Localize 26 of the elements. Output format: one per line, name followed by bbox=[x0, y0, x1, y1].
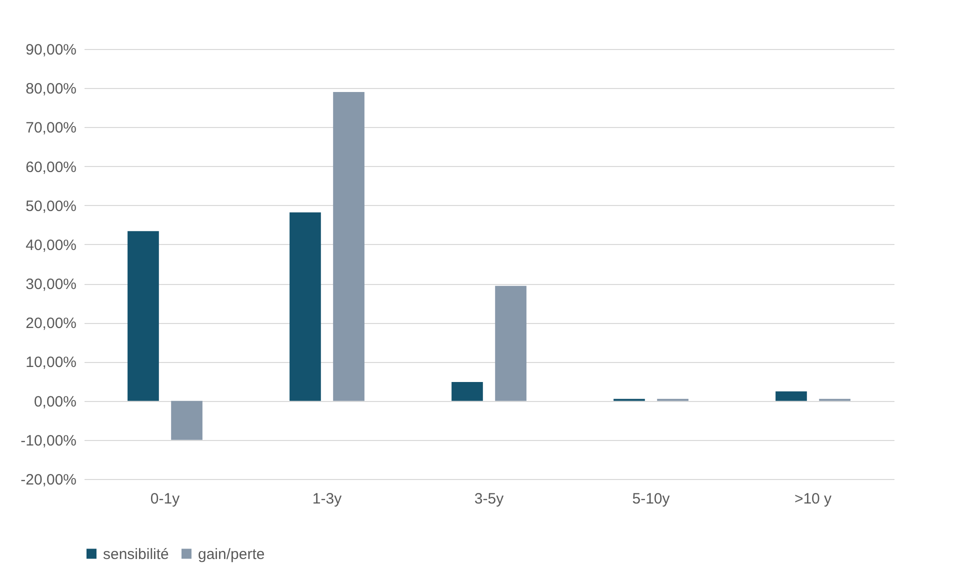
y-tick-label: -20,00% bbox=[20, 472, 76, 488]
bar bbox=[290, 212, 321, 401]
bar bbox=[776, 391, 807, 401]
legend-label: gain/perte bbox=[198, 546, 265, 563]
bar bbox=[495, 286, 526, 401]
bar bbox=[333, 92, 364, 401]
y-tick-label: 70,00% bbox=[26, 120, 76, 137]
bar bbox=[452, 382, 483, 401]
y-tick-label: 30,00% bbox=[26, 276, 76, 294]
y-tick-label: 20,00% bbox=[26, 315, 76, 332]
y-tick-label: -10,00% bbox=[20, 432, 76, 450]
y-tick-label: 90,00% bbox=[26, 42, 76, 58]
y-tick-label: 80,00% bbox=[26, 80, 76, 98]
x-tick-label: >10 y bbox=[794, 490, 832, 508]
bar bbox=[128, 231, 159, 401]
y-tick-label: 10,00% bbox=[26, 354, 76, 372]
y-tick-label: 40,00% bbox=[26, 236, 76, 254]
x-tick-label: 1-3y bbox=[312, 490, 342, 508]
legend-label: sensibilité bbox=[103, 546, 169, 563]
bar bbox=[171, 400, 202, 440]
y-tick-label: 0,00% bbox=[34, 393, 76, 410]
y-tick-label: 50,00% bbox=[26, 198, 76, 215]
x-tick-label: 0-1y bbox=[150, 490, 180, 508]
x-tick-label: 3-5y bbox=[474, 490, 504, 508]
x-tick-label: 5-10y bbox=[632, 490, 670, 508]
y-tick-label: 60,00% bbox=[26, 158, 76, 176]
